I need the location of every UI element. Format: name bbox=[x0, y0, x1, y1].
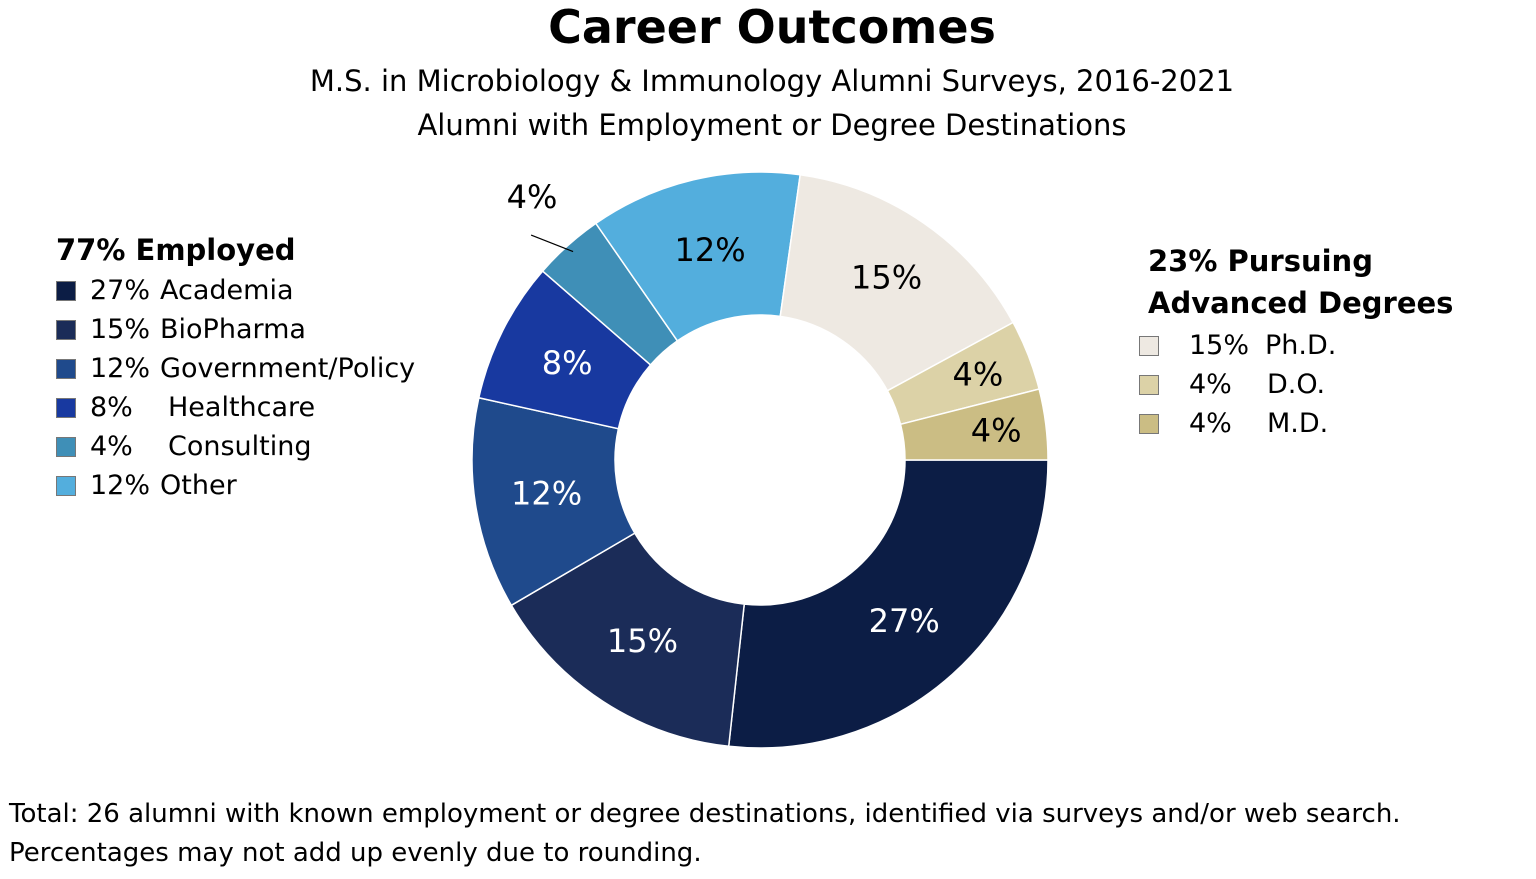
slice-label: 12% bbox=[511, 474, 582, 512]
legend-swatch bbox=[56, 280, 76, 301]
legend-label: Other bbox=[160, 470, 237, 501]
chart-title: Career Outcomes bbox=[548, 0, 996, 54]
slice-label: 4% bbox=[953, 356, 1004, 394]
chart-subtitle-2: Alumni with Employment or Degree Destina… bbox=[417, 108, 1127, 142]
legend-degrees-title-2: Advanced Degrees bbox=[1148, 286, 1454, 320]
legend-degrees: 23% Pursuing Advanced Degrees 15% Ph.D. 4%… bbox=[1139, 240, 1453, 443]
legend-swatch bbox=[56, 475, 76, 496]
legend-percent: 15% bbox=[90, 314, 151, 345]
legend-swatch bbox=[1139, 374, 1159, 395]
legend-item-consulting: 4% Consulting bbox=[56, 427, 415, 466]
slice-biopharma bbox=[510, 532, 746, 748]
legend-label: D.O. bbox=[1267, 369, 1326, 400]
leader-line bbox=[530, 234, 574, 253]
slice-label: 4% bbox=[971, 411, 1022, 449]
legend-percent: 27% bbox=[90, 275, 151, 306]
legend-item-academia: 27% Academia bbox=[56, 271, 415, 310]
legend-percent: 4% bbox=[1189, 408, 1232, 439]
slice-m-d- bbox=[899, 388, 1049, 461]
legend-percent: 8% bbox=[90, 392, 133, 423]
legend-percent: 15% bbox=[1189, 330, 1250, 361]
legend-item-government-policy: 12% Government/Policy bbox=[56, 349, 415, 388]
legend-swatch bbox=[56, 436, 76, 457]
legend-percent: 4% bbox=[1189, 369, 1232, 400]
legend-swatch bbox=[56, 319, 76, 340]
slice-label: 27% bbox=[869, 602, 940, 640]
slice-label: 4% bbox=[507, 178, 558, 216]
slice-label: 8% bbox=[542, 344, 593, 382]
slice-label: 12% bbox=[675, 231, 746, 269]
slice-other bbox=[594, 171, 802, 342]
legend-swatch bbox=[56, 397, 76, 418]
legend-percent: 12% bbox=[90, 353, 151, 384]
slice-label: 15% bbox=[851, 259, 922, 297]
legend-swatch bbox=[1139, 335, 1159, 356]
legend-swatch bbox=[56, 358, 76, 379]
legend-label: Consulting bbox=[168, 431, 312, 462]
legend-item-m-d-: 4% M.D. bbox=[1139, 404, 1453, 443]
legend-degrees-title: 23% Pursuing bbox=[1148, 244, 1373, 278]
legend-percent: 12% bbox=[90, 470, 151, 501]
legend-employed-title: 77% Employed bbox=[56, 233, 296, 267]
slice-government-policy bbox=[471, 396, 636, 607]
slice-ph-d- bbox=[779, 173, 1015, 392]
footnote: Total: 26 alumni with known employment o… bbox=[9, 799, 1401, 829]
legend-label: BioPharma bbox=[160, 314, 306, 345]
legend-label: Government/Policy bbox=[160, 353, 416, 384]
chart-subtitle: M.S. in Microbiology & Immunology Alumni… bbox=[309, 64, 1235, 98]
legend-item-healthcare: 8% Healthcare bbox=[56, 388, 415, 427]
legend-item-ph-d-: 15% Ph.D. bbox=[1139, 326, 1453, 365]
footnote-2: Percentages may not add up evenly due to… bbox=[9, 838, 702, 868]
legend-label: M.D. bbox=[1267, 408, 1329, 439]
legend-item-other: 12% Other bbox=[56, 466, 415, 505]
legend-label: Healthcare bbox=[168, 392, 316, 423]
legend-item-d-o-: 4% D.O. bbox=[1139, 365, 1453, 404]
slice-label: 15% bbox=[607, 622, 678, 660]
legend-swatch bbox=[1139, 413, 1159, 434]
legend-percent: 4% bbox=[90, 431, 133, 462]
legend-label: Ph.D. bbox=[1265, 330, 1337, 361]
legend-label: Academia bbox=[160, 275, 294, 306]
legend-item-biopharma: 15% BioPharma bbox=[56, 310, 415, 349]
legend-employed: 77% Employed 27% Academia 15% BioPharma 12% G… bbox=[56, 229, 415, 505]
slice-academia bbox=[727, 459, 1049, 749]
